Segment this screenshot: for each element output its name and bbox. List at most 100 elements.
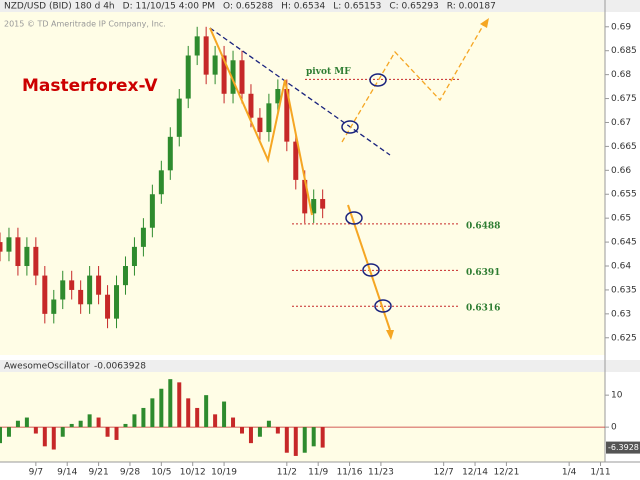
x-tick-label: 12/21 <box>493 468 519 478</box>
wave-line <box>209 27 313 216</box>
osc-bar <box>60 427 65 437</box>
osc-bar <box>42 427 47 447</box>
x-tick-label: 11/9 <box>308 468 328 478</box>
header-item: O: 0.65288 <box>223 2 273 12</box>
marker-circle <box>345 211 363 225</box>
osc-bar <box>213 414 218 428</box>
x-tick-label: 9/7 <box>29 468 43 478</box>
osc-bar <box>51 427 56 450</box>
copyright: 2015 © TD Ameritrade IP Company, Inc. <box>4 20 166 29</box>
candle-body <box>15 237 21 267</box>
osc-bar <box>231 417 236 428</box>
oscillator-panel <box>0 372 605 462</box>
x-tick-label: 10/5 <box>151 468 171 478</box>
osc-bar <box>15 420 20 428</box>
candle-body <box>221 55 227 94</box>
candle-body <box>51 299 57 314</box>
candle-body <box>185 55 191 99</box>
y-tick-label: 0.66 <box>611 166 631 176</box>
osc-bar <box>123 423 128 428</box>
y-tick-label: 0.635 <box>611 285 637 295</box>
osc-bar <box>150 398 155 428</box>
osc-bar <box>195 407 200 428</box>
level-label: pivot MF <box>306 67 351 77</box>
header-item: C: 0.65293 <box>389 2 438 12</box>
candle-body <box>194 36 200 56</box>
y-tick-label: 0 <box>611 423 617 433</box>
candle-body <box>24 246 30 267</box>
projection-line <box>341 23 485 143</box>
osc-value: -0.0063928 <box>94 362 146 372</box>
y-tick-label: 0.625 <box>611 333 637 343</box>
y-tick-label: 10 <box>611 391 623 401</box>
candle-body <box>6 237 12 252</box>
last-value-label: -6.3928 <box>608 443 639 452</box>
x-tick-label: 12/7 <box>434 468 454 478</box>
osc-bar <box>114 427 119 440</box>
candle-body <box>311 199 317 214</box>
osc-bar <box>96 417 101 428</box>
candle-body <box>69 280 75 290</box>
candle-body <box>230 60 236 94</box>
candle-body <box>114 285 120 319</box>
candle-body <box>33 246 39 276</box>
candle-body <box>105 294 111 319</box>
osc-bar <box>105 427 110 437</box>
osc-bar <box>0 427 2 444</box>
header-item: NZD/USD (BID) 180 d 4h <box>4 2 115 12</box>
candle-body <box>176 98 182 137</box>
candle-body <box>248 93 254 118</box>
osc-bar <box>78 420 83 428</box>
header-item: L: 0.65153 <box>333 2 381 12</box>
candle-body <box>42 275 48 314</box>
candle-body <box>302 179 308 214</box>
y-tick-label: 0.65 <box>611 214 631 224</box>
level-label: 0.6488 <box>466 221 500 231</box>
candle-body <box>293 141 299 180</box>
x-tick-label: 1/4 <box>562 468 577 478</box>
osc-bar <box>284 427 289 453</box>
candle-body <box>320 199 326 209</box>
header: NZD/USD (BID) 180 d 4h D: 11/10/15 4:00 P… <box>4 2 496 12</box>
header-item: R: 0.00187 <box>447 2 496 12</box>
osc-bar <box>293 427 298 456</box>
osc-bar <box>24 417 29 428</box>
candle-body <box>203 36 209 75</box>
osc-bar <box>159 388 164 428</box>
osc-title: AwesomeOscillator <box>4 362 90 372</box>
x-tick-label: 12/14 <box>462 468 488 478</box>
last-value-box <box>606 441 640 454</box>
y-tick-label: 0.655 <box>611 190 637 200</box>
osc-bar <box>204 395 209 428</box>
osc-bar <box>311 427 316 447</box>
osc-bar <box>302 427 307 453</box>
osc-bar <box>141 407 146 428</box>
osc-bar <box>320 427 325 448</box>
y-tick-label: 0.675 <box>611 94 637 104</box>
osc-bar <box>257 427 262 437</box>
x-tick-label: 11/23 <box>368 468 394 478</box>
arrow-head <box>480 18 489 28</box>
x-tick-label: 10/19 <box>211 468 237 478</box>
x-tick-label: 1/11 <box>590 468 610 478</box>
arrow-head <box>386 330 394 340</box>
osc-bar <box>69 423 74 428</box>
level-label: 0.6391 <box>466 268 500 278</box>
candle-body <box>266 103 272 133</box>
candle-body <box>78 289 84 305</box>
candle-body <box>167 136 173 171</box>
osc-bar <box>87 414 92 428</box>
header-bar <box>0 0 640 12</box>
candle-body <box>275 88 281 104</box>
candle-body <box>131 246 137 267</box>
candle-body <box>149 194 155 228</box>
wave-arrow <box>347 204 391 331</box>
y-tick-label: 0.64 <box>611 262 631 272</box>
watermark: Masterforex-V <box>22 76 158 96</box>
annotations <box>209 18 489 340</box>
candle-body <box>158 170 164 195</box>
osc-bar <box>33 427 38 434</box>
x-tick-label: 11/16 <box>337 468 363 478</box>
header-item: H: 0.6534 <box>281 2 325 12</box>
